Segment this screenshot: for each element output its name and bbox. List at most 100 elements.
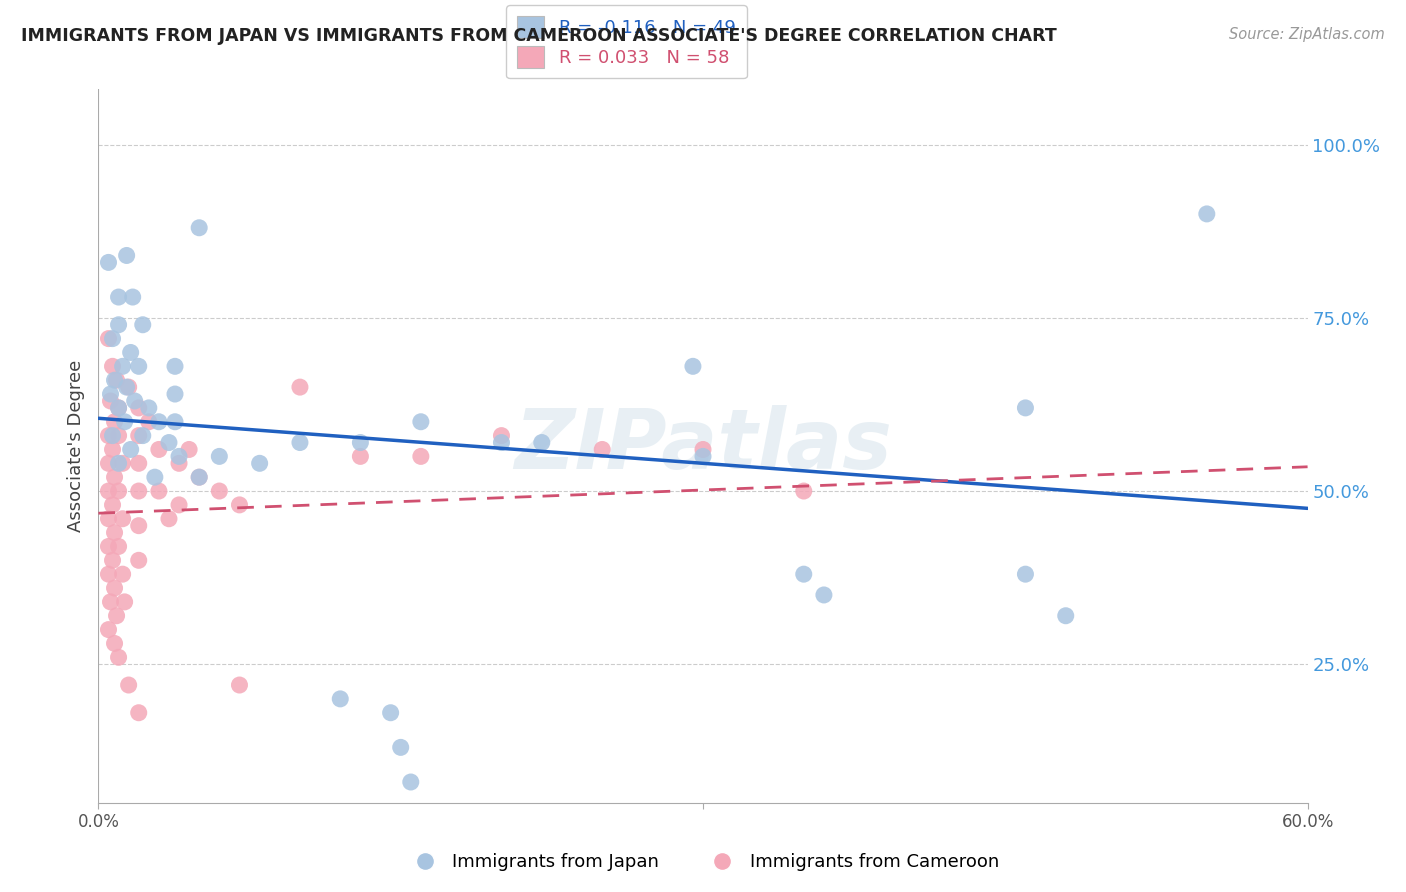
Point <box>349 435 371 450</box>
Point <box>97 456 120 470</box>
Point <box>128 518 150 533</box>
Point <box>167 450 190 464</box>
Point <box>148 415 170 429</box>
Point <box>208 450 231 464</box>
Point <box>138 401 160 415</box>
Text: ZIPatlas: ZIPatlas <box>515 406 891 486</box>
Point <box>409 450 432 464</box>
Text: IMMIGRANTS FROM JAPAN VS IMMIGRANTS FROM CAMEROON ASSOCIATE'S DEGREE CORRELATION: IMMIGRANTS FROM JAPAN VS IMMIGRANTS FROM… <box>21 27 1057 45</box>
Point <box>249 456 271 470</box>
Point <box>128 456 150 470</box>
Point <box>101 553 124 567</box>
Point <box>107 483 129 498</box>
Point <box>163 387 186 401</box>
Point <box>380 706 402 720</box>
Point <box>188 220 211 235</box>
Point <box>591 442 613 457</box>
Point <box>97 540 120 554</box>
Point <box>97 332 120 346</box>
Point <box>148 483 170 498</box>
Point <box>692 442 714 457</box>
Point <box>115 248 138 262</box>
Point <box>228 498 250 512</box>
Point <box>100 394 122 409</box>
Point <box>103 415 125 429</box>
Point <box>107 428 129 442</box>
Legend: Immigrants from Japan, Immigrants from Cameroon: Immigrants from Japan, Immigrants from C… <box>399 847 1007 879</box>
Point <box>143 470 166 484</box>
Point <box>97 567 120 582</box>
Point <box>228 678 250 692</box>
Point <box>682 359 704 374</box>
Point <box>111 512 134 526</box>
Point <box>97 255 120 269</box>
Point <box>491 428 513 442</box>
Point <box>97 623 120 637</box>
Point <box>97 428 120 442</box>
Point <box>101 442 124 457</box>
Point <box>120 345 142 359</box>
Point <box>1014 567 1036 582</box>
Point <box>793 483 815 498</box>
Point <box>288 435 311 450</box>
Point <box>1054 608 1077 623</box>
Point <box>120 442 142 457</box>
Point <box>124 394 146 409</box>
Point <box>128 483 150 498</box>
Point <box>101 359 124 374</box>
Point <box>100 595 122 609</box>
Point <box>101 428 124 442</box>
Point <box>329 691 352 706</box>
Y-axis label: Associate's Degree: Associate's Degree <box>66 359 84 533</box>
Point <box>399 775 422 789</box>
Point <box>105 608 128 623</box>
Point <box>118 678 141 692</box>
Point <box>121 290 143 304</box>
Point <box>288 380 311 394</box>
Point <box>1195 207 1218 221</box>
Text: Source: ZipAtlas.com: Source: ZipAtlas.com <box>1229 27 1385 42</box>
Point <box>115 380 138 394</box>
Point <box>111 567 134 582</box>
Point <box>163 415 186 429</box>
Point <box>188 470 211 484</box>
Point <box>148 442 170 457</box>
Point <box>409 415 432 429</box>
Point <box>103 636 125 650</box>
Point <box>132 318 155 332</box>
Point <box>163 359 186 374</box>
Point <box>128 706 150 720</box>
Point <box>118 380 141 394</box>
Point <box>132 428 155 442</box>
Point <box>101 498 124 512</box>
Point <box>208 483 231 498</box>
Point <box>128 401 150 415</box>
Point <box>107 290 129 304</box>
Point <box>107 456 129 470</box>
Point <box>103 470 125 484</box>
Point <box>101 332 124 346</box>
Point <box>107 540 129 554</box>
Point <box>103 581 125 595</box>
Point <box>114 595 136 609</box>
Point <box>793 567 815 582</box>
Point <box>813 588 835 602</box>
Point <box>157 512 180 526</box>
Point <box>111 456 134 470</box>
Point <box>349 450 371 464</box>
Point <box>97 512 120 526</box>
Point <box>157 435 180 450</box>
Point <box>107 650 129 665</box>
Point <box>97 483 120 498</box>
Legend: R = -0.116   N = 49, R = 0.033   N = 58: R = -0.116 N = 49, R = 0.033 N = 58 <box>506 5 747 78</box>
Point <box>167 498 190 512</box>
Point <box>389 740 412 755</box>
Point <box>103 525 125 540</box>
Point <box>114 415 136 429</box>
Point <box>530 435 553 450</box>
Point <box>107 401 129 415</box>
Point <box>1014 401 1036 415</box>
Point <box>107 318 129 332</box>
Point <box>167 456 190 470</box>
Point <box>179 442 201 457</box>
